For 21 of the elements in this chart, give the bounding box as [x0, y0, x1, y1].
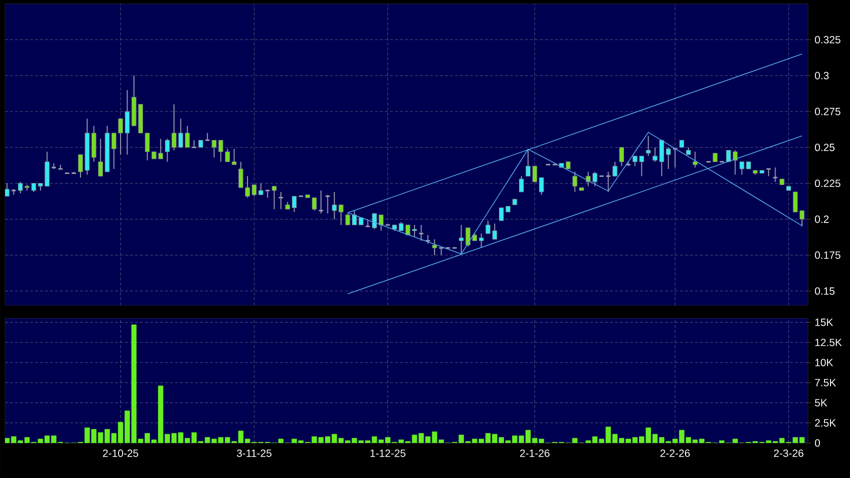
x-tick-label: 2-10-25: [103, 450, 138, 457]
x-tick-label: 2-2-26: [660, 450, 690, 457]
y-tick-label: 0.275: [814, 108, 840, 116]
x-tick-label: 1-12-25: [370, 450, 406, 457]
y-tick-label: 7.5K: [815, 378, 836, 386]
y-tick-label: 0.15: [814, 287, 835, 295]
x-tick-label: 2-1-26: [520, 450, 550, 457]
x-tick-label: 3-11-25: [236, 450, 272, 457]
y-tick-label: 10K: [815, 358, 834, 366]
y-tick-label: 12.5K: [815, 338, 842, 346]
y-tick-label: 0.3: [814, 72, 829, 80]
y-tick-label: 2.5K: [815, 419, 836, 427]
y-tick-label: 0.225: [814, 180, 840, 188]
y-tick-label: 0.25: [814, 144, 835, 152]
y-tick-label: 0.175: [814, 251, 840, 259]
y-tick-label: 5K: [814, 399, 828, 406]
y-tick-label: 15K: [815, 318, 834, 326]
y-tick-label: 0.2: [814, 216, 829, 223]
y-tick-label: 0: [814, 439, 820, 447]
x-tick-label: 2-3-26: [774, 450, 804, 457]
y-tick-label: 0.325: [814, 36, 840, 44]
